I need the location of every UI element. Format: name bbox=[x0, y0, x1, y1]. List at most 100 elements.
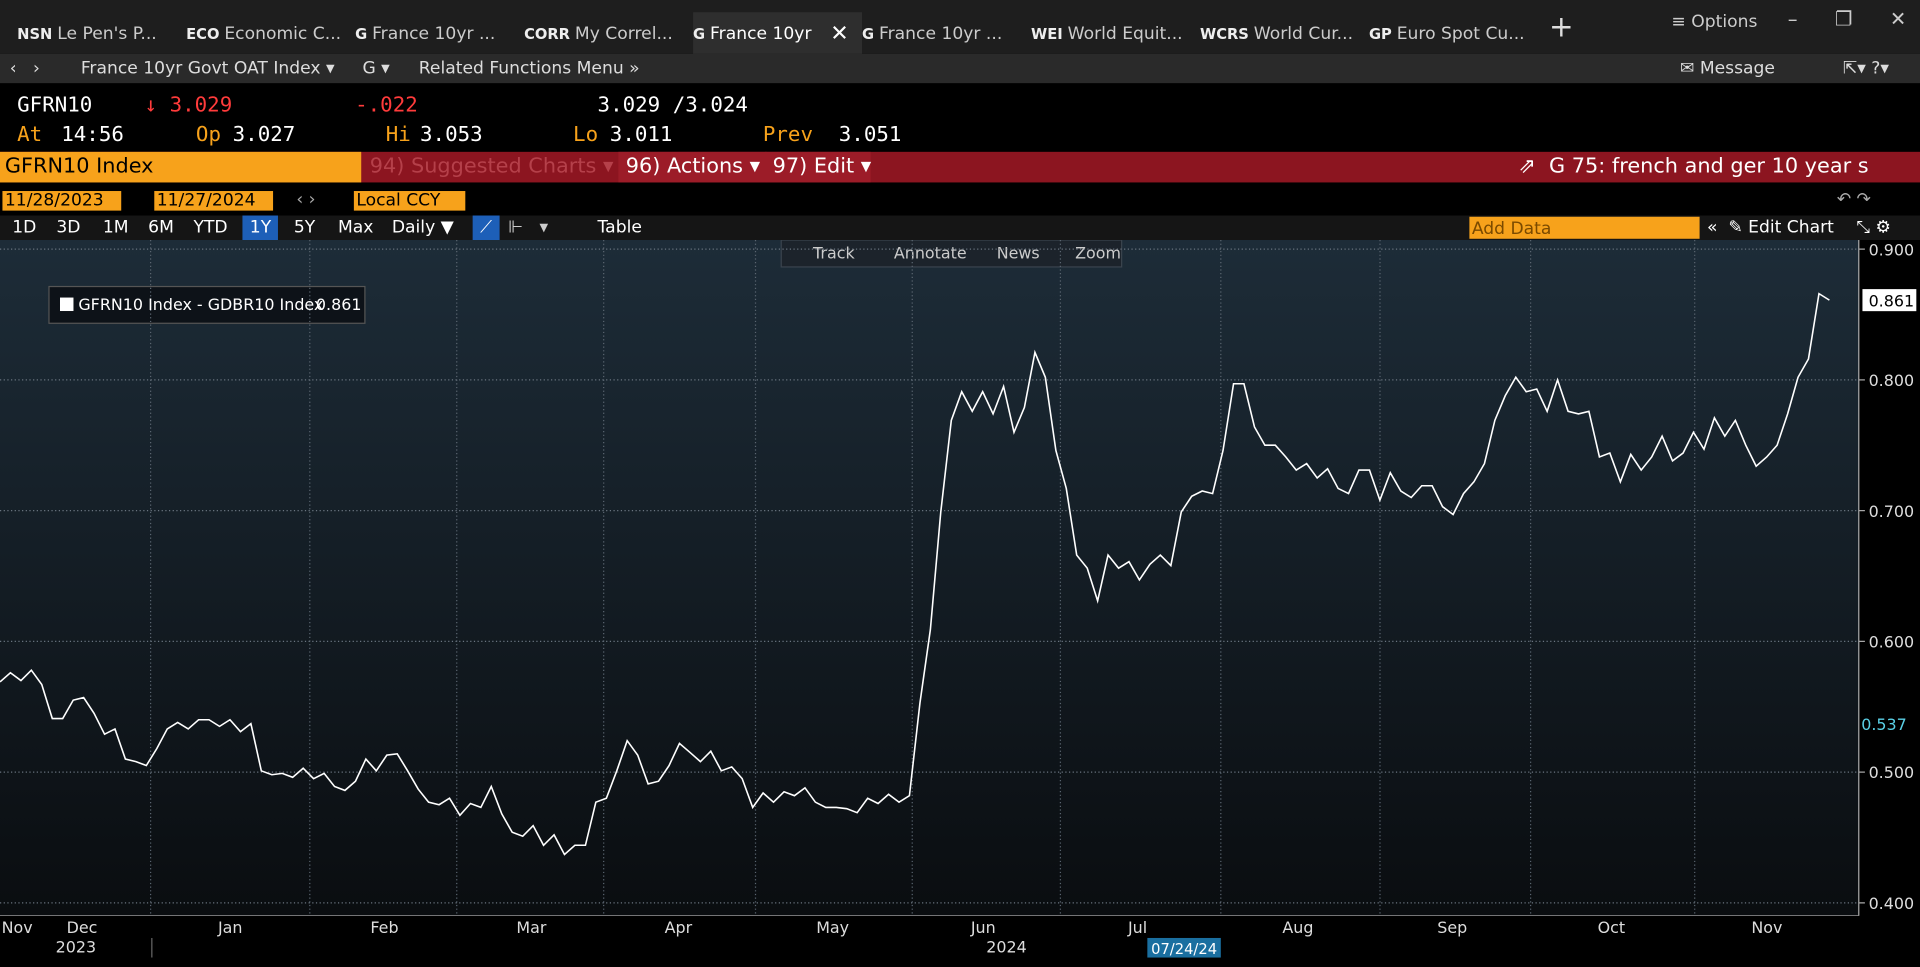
tab-label: My Correl... bbox=[574, 24, 673, 45]
period-button[interactable]: 3D bbox=[56, 217, 81, 238]
security-selector[interactable]: France 10yr Govt OAT Index ▾ bbox=[80, 58, 335, 79]
tab[interactable]: CORR My Correl... bbox=[524, 12, 693, 54]
tab[interactable]: WEI World Equit... bbox=[1031, 12, 1200, 54]
tab[interactable]: WCRS World Cur... bbox=[1200, 12, 1369, 54]
legend-swatch bbox=[60, 297, 74, 312]
last-value-label: 0.861 bbox=[1869, 291, 1915, 310]
x-tick-label: Apr bbox=[665, 918, 693, 937]
tab-code: G bbox=[355, 25, 368, 43]
period-button[interactable]: 6M bbox=[148, 217, 174, 238]
x-tick-label: Jul bbox=[1127, 918, 1147, 937]
bar-chart-button[interactable]: ⊩ ▾ bbox=[508, 217, 549, 238]
x-tick-label: Jan bbox=[217, 918, 243, 937]
cursor-date-box bbox=[1147, 937, 1221, 958]
function-selector[interactable]: G ▾ bbox=[362, 58, 390, 79]
chart-tool[interactable]: Track bbox=[812, 243, 855, 262]
x-tick-label: May bbox=[816, 918, 849, 937]
help-icons[interactable]: ⇱▾ ?▾ bbox=[1842, 58, 1889, 79]
tab[interactable]: NSN Le Pen's P... bbox=[17, 12, 186, 54]
undo-redo[interactable]: ↶ ↷ bbox=[1836, 189, 1871, 210]
bid-ask: 3.029 /3.024 bbox=[597, 93, 748, 118]
legend-label: GFRN10 Index - GDBR10 Index bbox=[78, 295, 323, 314]
tab-code: WEI bbox=[1031, 25, 1063, 43]
function-bar: GFRN10 Index 94) Suggested Charts ▾ 96) … bbox=[0, 151, 1920, 183]
frequency[interactable]: Daily ▼ bbox=[391, 217, 454, 238]
chart-toolbar bbox=[780, 240, 1123, 268]
suggested-charts[interactable]: 94) Suggested Charts ▾ bbox=[369, 154, 614, 179]
related-menu[interactable]: Related Functions Menu » bbox=[418, 58, 640, 79]
open-label: Op bbox=[195, 122, 222, 147]
end-date[interactable]: 11/27/2024 bbox=[154, 191, 273, 211]
year-label: 2023 bbox=[56, 938, 96, 957]
period-button[interactable]: 5Y bbox=[293, 217, 316, 238]
reference-label: 0.537 bbox=[1861, 715, 1907, 734]
reference-tag bbox=[1860, 713, 1907, 734]
last-value-tag bbox=[1862, 289, 1917, 312]
tab-label: France 10yr ... bbox=[372, 24, 496, 45]
tab-code: G bbox=[693, 25, 706, 43]
high: 3.053 bbox=[420, 122, 483, 147]
tab-label: Euro Spot Cu... bbox=[1396, 24, 1525, 45]
low: 3.011 bbox=[609, 122, 673, 147]
tab-code: G bbox=[862, 25, 875, 43]
back-forward[interactable]: ‹ › bbox=[9, 58, 40, 79]
x-tick-label: Nov bbox=[2, 918, 33, 937]
time: 14:56 bbox=[61, 122, 124, 147]
tab[interactable]: ECO Economic C... bbox=[186, 12, 355, 54]
prev-label: Prev bbox=[762, 122, 814, 147]
period-button[interactable]: YTD bbox=[193, 217, 228, 238]
x-tick-label: Dec bbox=[67, 918, 98, 937]
period-button[interactable]: 1M bbox=[102, 217, 129, 238]
edit-chart[interactable]: « ✎ Edit Chart bbox=[1706, 217, 1834, 238]
chart-title[interactable]: ⇗ G 75: french and ger 10 year s bbox=[1518, 154, 1869, 179]
options-button[interactable]: ≡ Options bbox=[1671, 12, 1758, 32]
chart-settings[interactable]: ⤡ ⚙ bbox=[1856, 217, 1891, 238]
tab-code: CORR bbox=[524, 25, 571, 43]
legend-value: 0.861 bbox=[316, 295, 362, 314]
tab-code: WCRS bbox=[1200, 25, 1249, 43]
tab-code: NSN bbox=[17, 25, 53, 43]
actions-menu[interactable]: 96) Actions ▾ bbox=[618, 151, 767, 183]
date-arrows[interactable]: ‹ › bbox=[296, 189, 316, 210]
tab[interactable]: G France 10yr ✕ bbox=[693, 12, 863, 54]
add-data[interactable]: Add Data bbox=[1469, 216, 1700, 239]
date-controls: 11/28/2023 11/27/2024 ‹ › Local CCY ↶ ↷ bbox=[0, 186, 1920, 216]
ticker: GFRN10 bbox=[17, 93, 93, 118]
chart-tool[interactable]: Annotate bbox=[894, 243, 967, 262]
y-tick-label: 0.600 bbox=[1869, 632, 1915, 651]
chart-tool[interactable]: News bbox=[997, 243, 1040, 262]
y-axis-area bbox=[1858, 240, 1920, 916]
y-tick-label: 0.500 bbox=[1869, 763, 1915, 782]
message-button[interactable]: ✉ Message bbox=[1680, 58, 1775, 79]
line-chart-button[interactable]: ⟋ bbox=[472, 215, 500, 241]
x-tick-label: Mar bbox=[516, 918, 546, 937]
tab-bar: + ≡ Options – ❐ ✕ NSN Le Pen's P... ECO Eco… bbox=[0, 0, 1920, 54]
table-button[interactable]: Table bbox=[597, 217, 642, 238]
last-value: 3.029 bbox=[169, 93, 233, 118]
period-button[interactable]: 1Y bbox=[242, 215, 279, 241]
tab[interactable]: G France 10yr ... bbox=[862, 12, 1031, 54]
tab[interactable]: GP Euro Spot Cu... bbox=[1369, 12, 1538, 54]
period-button[interactable]: 1D bbox=[12, 217, 37, 238]
edit-menu[interactable]: 97) Edit ▾ bbox=[765, 151, 871, 183]
start-date[interactable]: 11/28/2023 bbox=[2, 191, 121, 211]
high-label: Hi bbox=[385, 122, 411, 147]
series-line bbox=[0, 292, 1830, 856]
security-field[interactable]: GFRN10 Index bbox=[0, 151, 362, 183]
last-price: ↓ 3.029 bbox=[144, 93, 233, 118]
tab-code: ECO bbox=[186, 25, 220, 43]
currency[interactable]: Local CCY bbox=[353, 191, 465, 211]
tab[interactable]: G France 10yr ... bbox=[355, 12, 524, 54]
chart-tool[interactable]: Zoom bbox=[1075, 243, 1121, 262]
tab-label: France 10yr ... bbox=[879, 24, 1003, 45]
new-tab[interactable]: + bbox=[1548, 9, 1574, 45]
legend bbox=[48, 285, 366, 324]
y-tick-label: 0.700 bbox=[1869, 502, 1915, 521]
tab-code: GP bbox=[1368, 25, 1392, 43]
tab-label: France 10yr bbox=[710, 24, 812, 45]
prev: 3.051 bbox=[838, 122, 902, 147]
window-controls[interactable]: – ❐ ✕ bbox=[1787, 7, 1907, 31]
period-button[interactable]: Max bbox=[337, 217, 374, 238]
edit-chart-label: Edit Chart bbox=[1748, 217, 1834, 238]
tab-close[interactable]: ✕ bbox=[830, 20, 849, 47]
